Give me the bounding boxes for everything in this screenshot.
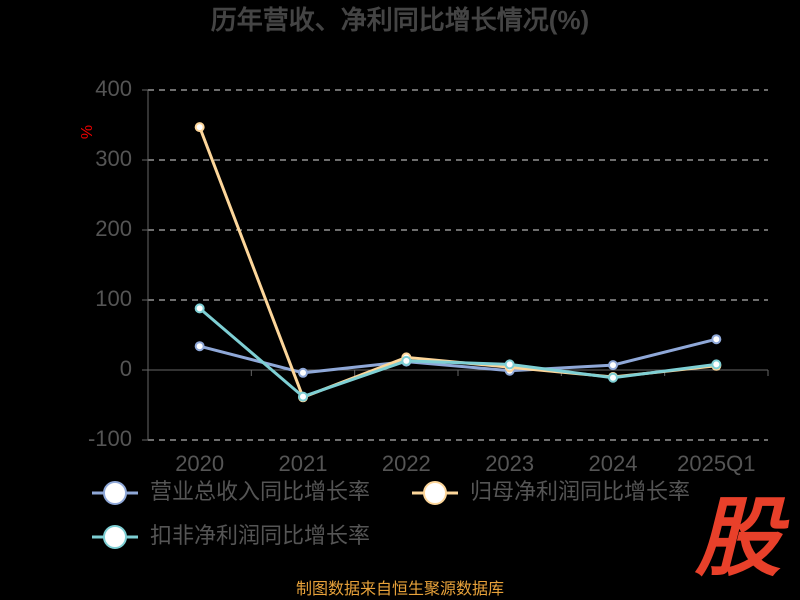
data-point bbox=[711, 334, 722, 345]
data-point bbox=[194, 122, 205, 133]
data-point bbox=[194, 341, 205, 352]
series-line bbox=[198, 307, 717, 399]
source-note: 制图数据来自恒生聚源数据库 bbox=[296, 580, 504, 598]
x-tick-label: 2024 bbox=[589, 451, 638, 476]
legend-label: 归母净利润同比增长率 bbox=[470, 479, 690, 504]
data-point bbox=[608, 360, 618, 371]
x-tick-label: 2022 bbox=[382, 451, 431, 476]
legend-marker bbox=[103, 525, 127, 549]
x-tick-label: 2020 bbox=[175, 451, 224, 476]
x-tick-label: 2025Q1 bbox=[677, 451, 755, 476]
y-axis-label: % bbox=[79, 125, 96, 139]
data-point bbox=[298, 391, 308, 402]
y-tick-label: 0 bbox=[120, 356, 132, 381]
y-tick-label: 300 bbox=[95, 146, 132, 171]
legend-label: 扣非净利润同比增长率 bbox=[150, 523, 370, 548]
x-tick-label: 2021 bbox=[279, 451, 328, 476]
y-tick-label: 200 bbox=[95, 216, 132, 241]
data-point bbox=[298, 367, 308, 378]
data-point bbox=[401, 355, 412, 366]
watermark: 股 bbox=[694, 491, 790, 587]
legend-label: 营业总收入同比增长率 bbox=[150, 479, 370, 504]
chart-title: 历年营收、净利同比增长情况(%) bbox=[211, 5, 589, 35]
y-tick-label: 400 bbox=[95, 76, 132, 101]
y-tick-label: 100 bbox=[95, 286, 132, 311]
data-point bbox=[608, 372, 618, 383]
x-tick-label: 2023 bbox=[485, 451, 534, 476]
data-point bbox=[711, 359, 722, 370]
legend-marker bbox=[103, 481, 127, 505]
data-point bbox=[504, 359, 515, 370]
legend-marker bbox=[423, 481, 447, 505]
series-line bbox=[199, 337, 717, 375]
data-point bbox=[194, 303, 205, 314]
y-tick-label: -100 bbox=[88, 426, 132, 451]
